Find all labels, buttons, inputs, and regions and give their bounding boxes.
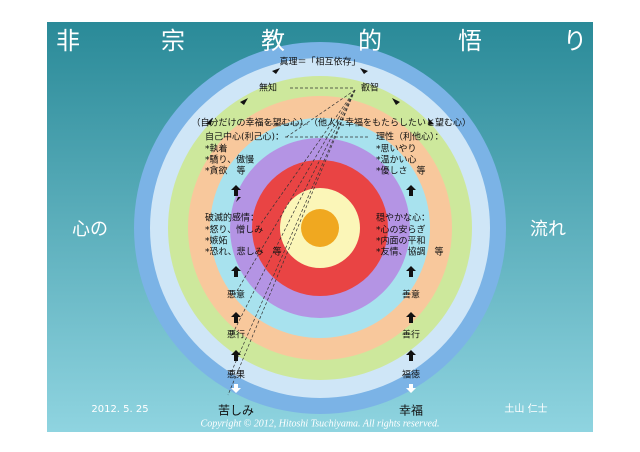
title-char: り bbox=[563, 27, 587, 55]
dashed-line bbox=[259, 89, 356, 226]
chain-label: 福徳 bbox=[402, 369, 420, 381]
ring bbox=[301, 209, 339, 247]
group-heading: 破滅的感情： bbox=[205, 212, 259, 224]
arrow bbox=[231, 350, 241, 361]
arrow bbox=[231, 266, 241, 277]
group-item: *恐れ、悲しみ 等 bbox=[205, 246, 282, 258]
arrow bbox=[406, 312, 416, 323]
chain-label: 悪行 bbox=[227, 329, 245, 341]
chain-label: 悪意 bbox=[227, 289, 245, 301]
group-item: *嫉妬 bbox=[205, 235, 228, 247]
dashed-line bbox=[284, 89, 356, 139]
chain-result: 苦しみ bbox=[218, 404, 254, 418]
chain-label: 悪果 bbox=[227, 370, 245, 381]
chain-label: 善行 bbox=[402, 329, 420, 341]
date: 2012. 5. 25 bbox=[91, 404, 148, 415]
rings bbox=[134, 42, 506, 414]
title: 非 宗 教 的 悟 り bbox=[56, 27, 587, 55]
group-heading: 自己中心(利己心)： bbox=[205, 131, 284, 143]
group-item: *驕り、傲慢 bbox=[205, 154, 254, 166]
arrow bbox=[406, 266, 416, 277]
group-item: *貪欲 等 bbox=[205, 165, 246, 177]
title-char: 悟 bbox=[458, 27, 482, 55]
copyright: Copyright © 2012, Hitoshi Tsuchiyama. Al… bbox=[201, 418, 440, 429]
group-heading: 穏やかな心： bbox=[376, 213, 430, 224]
arrow bbox=[406, 350, 416, 361]
group-item: *思いやり bbox=[376, 144, 417, 155]
side-label: 流れ bbox=[530, 219, 566, 240]
dashed-line bbox=[227, 89, 356, 396]
connector-lines bbox=[227, 87, 370, 396]
group-item: *怒り、憎しみ bbox=[205, 224, 263, 236]
truth: 真理＝「相互依存」 bbox=[279, 56, 360, 68]
group-item: *優しさ 等 bbox=[376, 165, 426, 177]
author: 土山 仁士 bbox=[504, 402, 547, 415]
arrow bbox=[231, 312, 241, 323]
chain-label: 善意 bbox=[402, 289, 420, 301]
group-heading: 理性（利他心）： bbox=[376, 131, 444, 143]
group-item: *心の安らぎ bbox=[376, 224, 426, 236]
selfish-wish: （自分だけの幸福を望む心） bbox=[191, 117, 308, 129]
group-item: *友情、協調 等 bbox=[376, 246, 444, 258]
group-item: *温かい心 bbox=[376, 155, 417, 166]
chain-result: 幸福 bbox=[399, 403, 423, 418]
dashed-line bbox=[229, 89, 356, 376]
wisdom: 叡智 bbox=[361, 82, 379, 94]
arrows bbox=[206, 68, 434, 393]
title-char: 非 bbox=[56, 27, 80, 55]
side-label: 心の bbox=[72, 219, 108, 240]
title-char: 宗 bbox=[161, 27, 185, 55]
arrow bbox=[406, 185, 416, 196]
ignorance: 無知 bbox=[259, 82, 277, 94]
title-char: 的 bbox=[358, 27, 382, 55]
title-char: 教 bbox=[261, 27, 285, 55]
arrow bbox=[231, 185, 241, 202]
altruistic-wish: （他人に幸福をもたらしたいと望む心） bbox=[309, 117, 471, 129]
group-item: *内面の平和 bbox=[376, 235, 426, 247]
group-item: *執着 bbox=[205, 143, 228, 155]
dashed-line bbox=[231, 89, 356, 336]
